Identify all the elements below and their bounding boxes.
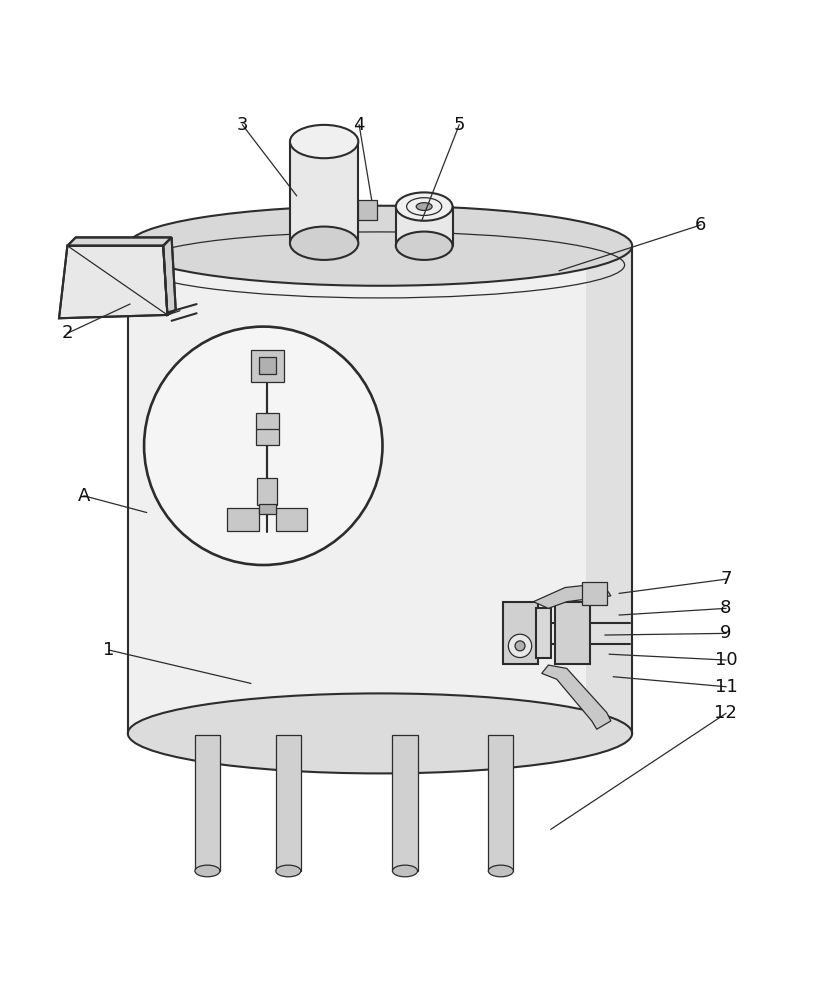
Bar xyxy=(536,608,551,658)
Text: 7: 7 xyxy=(720,570,731,588)
Ellipse shape xyxy=(290,125,358,158)
Polygon shape xyxy=(290,142,358,243)
Ellipse shape xyxy=(509,634,532,658)
Text: 2: 2 xyxy=(62,324,73,342)
Ellipse shape xyxy=(416,203,432,210)
Ellipse shape xyxy=(396,192,453,221)
Text: 11: 11 xyxy=(715,678,737,696)
Ellipse shape xyxy=(128,693,632,773)
Polygon shape xyxy=(542,665,611,729)
Bar xyxy=(250,350,284,382)
Text: 1: 1 xyxy=(104,641,114,659)
Text: 9: 9 xyxy=(720,624,731,642)
Polygon shape xyxy=(396,207,453,246)
Ellipse shape xyxy=(515,641,525,651)
Bar xyxy=(582,582,607,605)
Text: 12: 12 xyxy=(715,704,737,722)
Ellipse shape xyxy=(276,865,301,877)
Bar xyxy=(256,413,279,445)
Text: 10: 10 xyxy=(715,651,737,669)
Bar xyxy=(259,504,276,514)
Polygon shape xyxy=(164,237,175,315)
Bar xyxy=(257,478,277,505)
Text: 8: 8 xyxy=(721,599,731,617)
Circle shape xyxy=(144,327,382,565)
Ellipse shape xyxy=(195,865,220,877)
Bar xyxy=(392,735,418,871)
Bar xyxy=(195,735,220,871)
Text: 5: 5 xyxy=(453,116,465,134)
Ellipse shape xyxy=(396,232,453,260)
Bar xyxy=(276,508,307,531)
Ellipse shape xyxy=(488,865,514,877)
Text: A: A xyxy=(78,487,90,505)
Text: 6: 6 xyxy=(696,216,706,234)
Text: 4: 4 xyxy=(353,116,365,134)
Bar xyxy=(259,357,276,374)
Bar xyxy=(555,602,590,664)
Bar xyxy=(488,735,514,871)
Polygon shape xyxy=(534,583,611,608)
Text: 3: 3 xyxy=(236,116,248,134)
Polygon shape xyxy=(59,246,167,318)
Ellipse shape xyxy=(392,865,418,877)
Bar xyxy=(276,735,301,871)
Polygon shape xyxy=(128,246,632,733)
Polygon shape xyxy=(586,246,632,733)
Polygon shape xyxy=(68,237,171,246)
Ellipse shape xyxy=(128,206,632,286)
Bar xyxy=(227,508,259,531)
Ellipse shape xyxy=(290,227,358,260)
Bar xyxy=(503,602,538,664)
Bar xyxy=(358,200,377,220)
